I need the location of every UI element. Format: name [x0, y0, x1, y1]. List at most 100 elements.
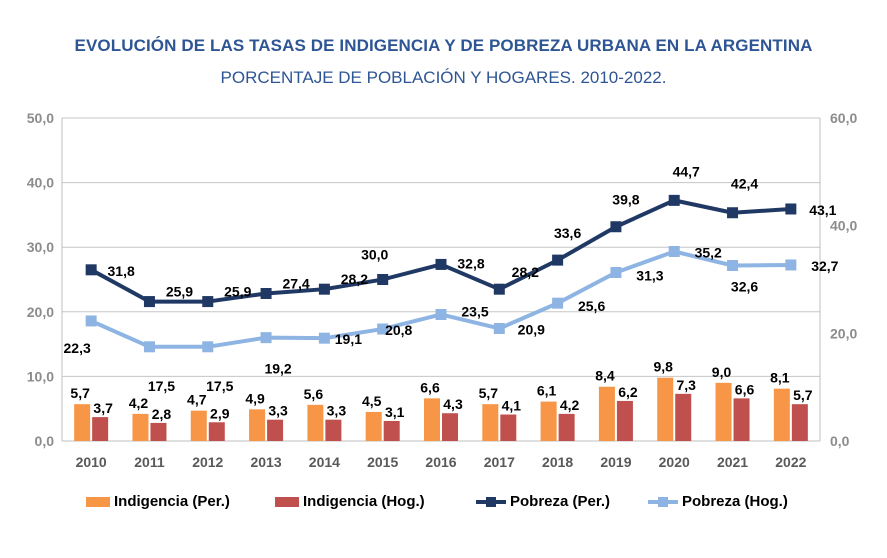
data-label-indigencia-hog: 6,6	[735, 381, 755, 397]
y-right-tick-label: 40,0	[830, 218, 857, 234]
x-tick-label: 2018	[542, 454, 573, 470]
data-label-pobreza-hog: 35,2	[695, 245, 722, 261]
bar-indigencia-hog	[92, 417, 109, 441]
bar-indigencia-per	[249, 409, 266, 441]
x-tick-label: 2017	[484, 454, 515, 470]
data-label-pobreza-hog: 32,6	[731, 279, 758, 295]
marker-pobreza-hog	[610, 267, 622, 279]
data-label-pobreza-per: 25,9	[166, 284, 193, 300]
data-label-indigencia-per: 8,1	[770, 370, 790, 386]
data-label-pobreza-hog: 17,5	[148, 378, 175, 394]
marker-pobreza-hog	[668, 246, 680, 258]
data-label-indigencia-hog: 4,1	[502, 398, 522, 414]
bar-indigencia-hog	[558, 413, 575, 441]
data-label-pobreza-per: 31,8	[108, 263, 135, 279]
data-label-indigencia-hog: 3,3	[327, 403, 347, 419]
data-label-pobreza-per: 27,4	[282, 275, 309, 291]
data-label-indigencia-hog: 3,3	[268, 403, 288, 419]
marker-pobreza-hog	[202, 341, 214, 353]
legend-item-pobreza-per: Pobreza (Per.)	[476, 493, 610, 510]
x-tick-label: 2012	[192, 454, 223, 470]
series-line-pobreza-per	[90, 198, 791, 304]
data-label-pobreza-per: 25,9	[224, 284, 251, 300]
data-label-pobreza-per: 28,2	[341, 271, 368, 287]
legend-label-pobreza-hog: Pobreza (Hog.)	[682, 493, 788, 510]
data-label-indigencia-per: 6,1	[537, 383, 557, 399]
data-label-indigencia-hog: 5,7	[793, 387, 813, 403]
legend-label-indigencia-per: Indigencia (Per.)	[114, 493, 230, 510]
data-label-indigencia-hog: 4,3	[443, 396, 463, 412]
x-tick-label: 2016	[425, 454, 456, 470]
data-label-pobreza-per: 43,1	[809, 202, 836, 218]
data-label-pobreza-hog: 31,3	[636, 268, 663, 284]
marker-pobreza-per	[260, 287, 272, 299]
legend-item-indigencia-hog: Indigencia (Hog.)	[275, 493, 425, 510]
legend-swatch-pobreza-per	[476, 496, 506, 507]
bar-indigencia-hog	[208, 422, 225, 441]
y-left-tick-label: 20,0	[27, 304, 54, 320]
marker-pobreza-per	[85, 264, 97, 276]
data-label-indigencia-per: 5,6	[304, 386, 324, 402]
data-label-pobreza-per: 28,2	[512, 264, 539, 280]
data-label-indigencia-per: 4,2	[129, 395, 149, 411]
data-label-indigencia-hog: 3,7	[93, 400, 113, 416]
bar-indigencia-hog	[733, 398, 750, 441]
data-label-pobreza-per: 42,4	[731, 176, 758, 192]
marker-pobreza-hog	[260, 332, 272, 344]
data-label-pobreza-per: 33,6	[554, 225, 581, 241]
bar-indigencia-per	[540, 401, 557, 441]
bar-indigencia-per	[74, 404, 91, 441]
marker-pobreza-hog	[85, 315, 97, 327]
marker-pobreza-hog	[785, 259, 797, 271]
legend-label-indigencia-hog: Indigencia (Hog.)	[303, 493, 425, 510]
marker-pobreza-per	[552, 254, 564, 266]
x-tick-label: 2021	[717, 454, 748, 470]
y-left-tick-label: 50,0	[27, 110, 54, 126]
legend-item-pobreza-hog: Pobreza (Hog.)	[648, 493, 788, 510]
bar-indigencia-hog	[325, 419, 342, 441]
bar-indigencia-per	[424, 398, 440, 441]
bar-indigencia-hog	[500, 414, 517, 441]
x-tick-label: 2020	[659, 454, 690, 470]
data-label-indigencia-per: 9,0	[712, 364, 732, 380]
y-left-tick-label: 10,0	[27, 368, 54, 384]
legend-swatch-indigencia-hog	[275, 496, 299, 507]
y-left-tick-label: 30,0	[27, 239, 54, 255]
marker-pobreza-per	[610, 221, 622, 233]
bar-indigencia-per	[715, 382, 732, 441]
data-label-indigencia-per: 6,6	[420, 379, 440, 395]
x-tick-label: 2014	[309, 454, 340, 470]
data-label-pobreza-hog: 19,1	[335, 331, 362, 347]
data-label-indigencia-per: 4,7	[187, 392, 207, 408]
data-label-pobreza-hog: 20,9	[518, 321, 545, 337]
data-label-indigencia-per: 9,8	[653, 359, 673, 375]
x-tick-label: 2010	[76, 454, 107, 470]
data-label-pobreza-hog: 32,7	[811, 258, 838, 274]
legend-item-indigencia-per: Indigencia (Per.)	[86, 493, 230, 510]
bar-indigencia-per	[307, 404, 324, 441]
data-label-indigencia-hog: 3,1	[385, 404, 405, 420]
legend-swatch-pobreza-hog	[648, 496, 678, 507]
data-label-indigencia-hog: 4,2	[560, 397, 580, 413]
data-label-indigencia-per: 8,4	[595, 368, 615, 384]
x-tick-label: 2022	[775, 454, 806, 470]
marker-pobreza-hog	[377, 323, 389, 335]
marker-pobreza-per	[493, 283, 505, 295]
legend-swatch-indigencia-per	[86, 496, 110, 507]
y-left-tick-label: 0,0	[35, 433, 55, 449]
y-right-tick-label: 0,0	[830, 433, 850, 449]
data-label-pobreza-hog: 19,2	[264, 361, 291, 377]
marker-pobreza-hog	[143, 341, 155, 353]
marker-pobreza-hog	[552, 297, 564, 309]
bar-indigencia-hog	[267, 419, 284, 441]
marker-pobreza-per	[785, 203, 797, 215]
marker-pobreza-hog	[727, 260, 739, 272]
data-label-pobreza-hog: 22,3	[64, 340, 91, 356]
data-label-pobreza-hog: 20,8	[385, 322, 412, 338]
data-label-indigencia-per: 5,7	[70, 385, 90, 401]
marker-pobreza-per	[143, 296, 155, 308]
y-right-tick-label: 20,0	[830, 325, 857, 341]
bar-indigencia-per	[657, 377, 674, 441]
x-tick-label: 2013	[250, 454, 281, 470]
